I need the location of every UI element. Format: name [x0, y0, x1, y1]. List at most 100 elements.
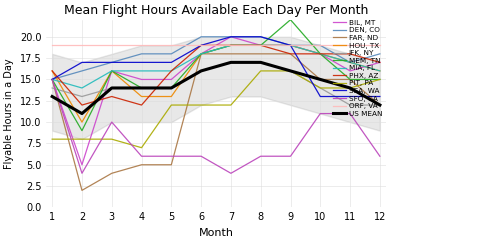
BIL, MT [377, 61, 383, 64]
PIT, PA [109, 138, 115, 141]
MIA, FL [109, 69, 115, 72]
BIL, MT [318, 53, 324, 55]
Line: SEA, WA: SEA, WA [52, 37, 380, 97]
DEN, CO [79, 69, 85, 72]
HOU, TX [198, 53, 204, 55]
Line: BIL, MT: BIL, MT [52, 37, 380, 165]
SFO, CA [258, 155, 264, 158]
SFO, CA [109, 121, 115, 124]
SEA, WA [347, 95, 353, 98]
ORF, VA [377, 44, 383, 47]
Line: PHX, AZ: PHX, AZ [52, 45, 380, 105]
PHX, AZ [49, 69, 55, 72]
US MEAN [377, 104, 383, 106]
BIL, MT [228, 35, 234, 38]
Line: PIT, PA: PIT, PA [52, 71, 380, 148]
FAR, ND [347, 78, 353, 81]
PIT, PA [49, 138, 55, 141]
BIL, MT [258, 44, 264, 47]
MEM, TN [228, 44, 234, 47]
SFO, CA [138, 155, 144, 158]
MEM, TN [168, 87, 174, 90]
PHX, AZ [318, 53, 324, 55]
DEN, CO [49, 78, 55, 81]
PHX, AZ [138, 104, 144, 106]
JFK, NY [49, 87, 55, 90]
HOU, TX [168, 95, 174, 98]
FAR, ND [168, 163, 174, 166]
HOU, TX [347, 61, 353, 64]
US MEAN [79, 112, 85, 115]
HOU, TX [109, 69, 115, 72]
MEM, TN [318, 53, 324, 55]
PHX, AZ [198, 44, 204, 47]
SEA, WA [288, 44, 294, 47]
HOU, TX [228, 44, 234, 47]
ORF, VA [198, 44, 204, 47]
US MEAN [49, 95, 55, 98]
US MEAN [228, 61, 234, 64]
SFO, CA [288, 155, 294, 158]
JFK, NY [168, 87, 174, 90]
Title: Mean Flight Hours Available Each Day Per Month: Mean Flight Hours Available Each Day Per… [64, 4, 368, 17]
JFK, NY [138, 87, 144, 90]
SEA, WA [79, 61, 85, 64]
BIL, MT [79, 163, 85, 166]
DEN, CO [318, 44, 324, 47]
MEM, TN [138, 87, 144, 90]
ORF, VA [347, 44, 353, 47]
SFO, CA [198, 155, 204, 158]
MEM, TN [49, 78, 55, 81]
Line: MEM, TN: MEM, TN [52, 20, 380, 131]
BIL, MT [138, 78, 144, 81]
ORF, VA [318, 44, 324, 47]
DEN, CO [198, 35, 204, 38]
JFK, NY [109, 87, 115, 90]
Legend: BIL, MT, DEN, CO, FAR, ND, HOU, TX, JFK, NY, MEM, TN, MIA, FL, PHX, AZ, PIT, PA,: BIL, MT, DEN, CO, FAR, ND, HOU, TX, JFK,… [333, 20, 382, 117]
MEM, TN [377, 78, 383, 81]
PIT, PA [138, 146, 144, 149]
ORF, VA [138, 44, 144, 47]
ORF, VA [228, 44, 234, 47]
JFK, NY [288, 69, 294, 72]
SEA, WA [228, 35, 234, 38]
PHX, AZ [168, 69, 174, 72]
FAR, ND [377, 104, 383, 106]
BIL, MT [168, 78, 174, 81]
FAR, ND [49, 78, 55, 81]
FAR, ND [198, 53, 204, 55]
PHX, AZ [258, 44, 264, 47]
DEN, CO [288, 44, 294, 47]
BIL, MT [49, 78, 55, 81]
SEA, WA [138, 61, 144, 64]
US MEAN [288, 69, 294, 72]
DEN, CO [109, 61, 115, 64]
Line: JFK, NY: JFK, NY [52, 62, 380, 105]
FAR, ND [318, 78, 324, 81]
JFK, NY [347, 104, 353, 106]
MEM, TN [288, 18, 294, 21]
PHX, AZ [288, 53, 294, 55]
SEA, WA [258, 35, 264, 38]
ORF, VA [49, 44, 55, 47]
BIL, MT [109, 69, 115, 72]
SEA, WA [49, 78, 55, 81]
Line: SFO, CA: SFO, CA [52, 79, 380, 173]
BIL, MT [347, 69, 353, 72]
SFO, CA [79, 172, 85, 175]
HOU, TX [318, 53, 324, 55]
ORF, VA [109, 44, 115, 47]
Line: MIA, FL: MIA, FL [52, 45, 380, 88]
Line: DEN, CO: DEN, CO [52, 37, 380, 79]
DEN, CO [228, 35, 234, 38]
MIA, FL [347, 61, 353, 64]
HOU, TX [258, 44, 264, 47]
US MEAN [347, 87, 353, 90]
PHX, AZ [377, 61, 383, 64]
FAR, ND [258, 53, 264, 55]
SFO, CA [168, 155, 174, 158]
SEA, WA [377, 95, 383, 98]
MIA, FL [168, 69, 174, 72]
SFO, CA [49, 78, 55, 81]
FAR, ND [79, 189, 85, 192]
